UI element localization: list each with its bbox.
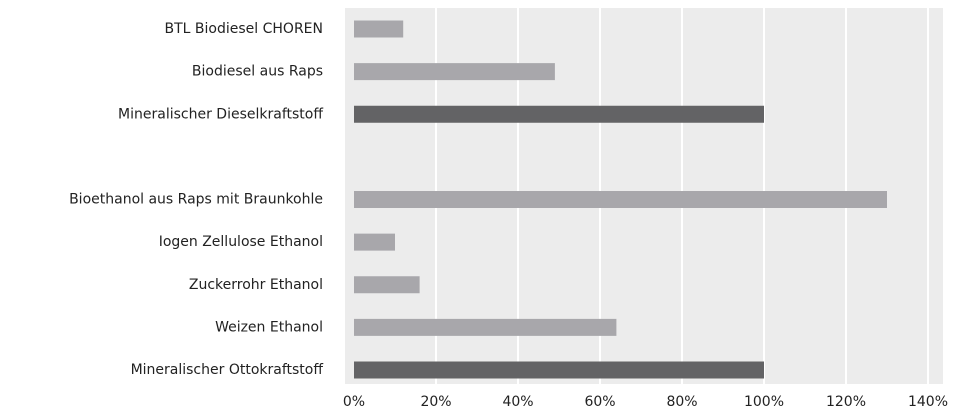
y-tick-label: Bioethanol aus Raps mit Braunkohle — [69, 192, 323, 208]
x-tick-label: 120% — [826, 394, 866, 410]
y-tick-label: Weizen Ethanol — [215, 319, 323, 335]
x-tick-label: 0% — [343, 394, 365, 410]
x-tick-label: 20% — [420, 394, 451, 410]
x-tick-label: 60% — [584, 394, 615, 410]
bar — [354, 276, 420, 294]
y-tick-label: Zuckerrohr Ethanol — [189, 277, 323, 293]
bar — [354, 63, 555, 81]
bar — [354, 20, 404, 38]
bar — [354, 361, 764, 379]
x-tick-label: 140% — [908, 394, 948, 410]
y-tick-label: Mineralischer Dieselkraftstoff — [118, 106, 323, 122]
x-tick-label: 100% — [744, 394, 784, 410]
y-tick-label: Iogen Zellulose Ethanol — [159, 234, 323, 250]
bar — [354, 233, 395, 251]
bar — [354, 318, 617, 336]
bar — [354, 191, 887, 208]
bar — [354, 105, 764, 123]
x-tick-label: 80% — [666, 394, 697, 410]
y-tick-label: Mineralischer Ottokraftstoff — [131, 362, 324, 378]
y-tick-label: BTL Biodiesel CHOREN — [165, 21, 323, 37]
y-tick-label: Biodiesel aus Raps — [192, 64, 323, 80]
x-tick-label: 40% — [502, 394, 533, 410]
